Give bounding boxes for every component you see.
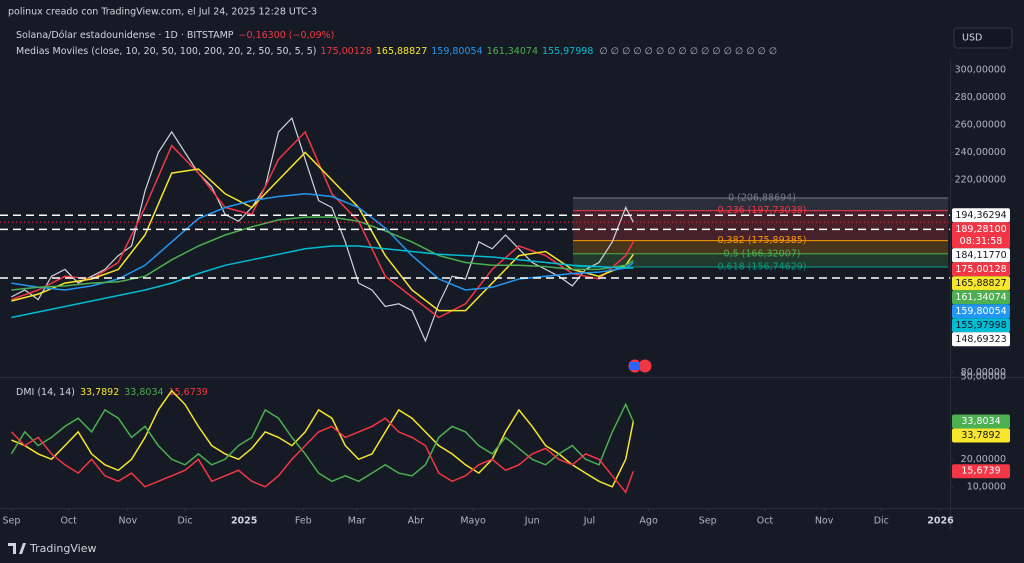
series-line (10, 417, 635, 494)
legend-value: 175,00128 (320, 46, 371, 57)
price-label-bg (952, 464, 1010, 479)
plot-area (10, 389, 635, 494)
fib-label: 0,236 (197,73038) (717, 205, 806, 216)
legend-value: Solana/Dólar estadounidense · 1D · BITST… (16, 30, 234, 41)
attribution: polinux creado con TradingView.com, el J… (8, 7, 317, 18)
currency[interactable]: USD (962, 33, 982, 44)
plot-area: 0 (206,88694)0,236 (197,73038) 0,382 (175… (0, 116, 950, 343)
price-label: 155,97998 (955, 320, 1006, 331)
x-tick-label: 2026 (927, 516, 954, 527)
legend-value: Medias Moviles (close, 10, 20, 50, 100, … (16, 46, 316, 57)
price-label: 189,28100 (955, 224, 1006, 235)
countdown: 08:31:58 (960, 236, 1003, 247)
fib-label: 0 (206,88694) (728, 193, 796, 204)
price-label: 165,88827 (955, 278, 1006, 289)
x-tick-label: Jun (524, 516, 540, 527)
series-line (11, 130, 634, 319)
series-line (11, 151, 634, 312)
series-line (11, 245, 634, 319)
price-label-bg (952, 208, 1010, 223)
series-line (11, 389, 635, 488)
y-tick-label: 300,00000 (955, 65, 1006, 76)
y-tick-label: 80,00000 (961, 367, 1006, 378)
x-tick-label: Abr (408, 516, 425, 527)
x-tick-label: Mar (348, 516, 366, 527)
legend-value: 33,8034 (124, 387, 163, 398)
y-tick-label: 50,00000 (961, 372, 1006, 383)
legend-value: DMI (14, 14) (16, 387, 75, 398)
price-label: 175,00128 (955, 264, 1006, 275)
x-tick-label: Mayo (460, 516, 486, 527)
series-line (10, 402, 634, 483)
price-label: 184,11770 (955, 250, 1006, 261)
price-label-bg (952, 414, 1010, 429)
fib-band (573, 198, 948, 211)
price-label: 15,6739 (961, 466, 1000, 477)
y-tick-label: 280,00000 (955, 92, 1006, 103)
brand: TradingView (29, 542, 96, 555)
x-tick-label: Nov (119, 516, 138, 527)
price-label-bg (952, 248, 1010, 263)
x-tick-label: Nov (815, 516, 834, 527)
ma-header: Medias Moviles (close, 10, 20, 50, 100, … (16, 46, 777, 57)
price-label: 159,80054 (955, 306, 1006, 317)
series-line (11, 116, 634, 343)
fib-band (573, 240, 948, 254)
series-line (11, 193, 634, 291)
price-label-bg (952, 262, 1010, 277)
y-tick-label: 240,00000 (955, 147, 1006, 158)
x-tick-label: Ago (639, 516, 658, 527)
x-tick-label: Oct (757, 516, 774, 527)
price-label-bg (952, 304, 1010, 319)
price-label-bg (952, 318, 1010, 333)
x-tick-label: Sep (2, 516, 20, 527)
flag-icon (627, 358, 653, 374)
fib-label: 0,382 (175,89385) (717, 235, 806, 246)
series-line (11, 216, 634, 291)
fib-label: 0,5 (166,32007) (724, 248, 801, 259)
legend-value: ∅ ∅ ∅ ∅ ∅ ∅ ∅ ∅ ∅ ∅ ∅ ∅ ∅ ∅ ∅ ∅ (599, 46, 777, 57)
y-tick-label: 10,0000 (967, 481, 1006, 492)
price-label-bg (952, 276, 1010, 291)
legend-value: 155,97998 (542, 46, 593, 57)
legend-value: 15,6739 (169, 387, 208, 398)
legend-value: 33,7892 (80, 387, 119, 398)
price-label: 33,7892 (961, 430, 1000, 441)
price-label: 33,8034 (961, 416, 1000, 427)
legend-value: −0,16300 (−0,09%) (239, 30, 335, 41)
x-tick-label: Feb (295, 516, 312, 527)
price-label-bg (952, 332, 1010, 347)
x-tick-label: Sep (699, 516, 717, 527)
x-tick-label: Jul (583, 516, 595, 527)
price-label: 194,36294 (955, 210, 1006, 221)
legend-value: 159,80054 (431, 46, 482, 57)
price-label-bg (952, 428, 1010, 443)
price-label-bg (952, 290, 1010, 305)
price-label: 161,34074 (955, 292, 1006, 303)
x-tick-label: 2025 (231, 516, 257, 527)
currency-button[interactable] (953, 27, 1013, 49)
symbol-header: Solana/Dólar estadounidense · 1D · BITST… (16, 30, 334, 41)
y-tick-label: 220,00000 (955, 175, 1006, 186)
y-tick-label: 260,00000 (955, 120, 1006, 131)
fib-band (573, 253, 948, 267)
price-label: 148,69323 (955, 334, 1006, 345)
brand-logo (8, 543, 26, 554)
x-tick-label: Oct (60, 516, 77, 527)
legend-value: 161,34074 (487, 46, 538, 57)
price-label-bg (952, 222, 1010, 249)
legend-value: 165,88827 (376, 46, 427, 57)
dmi-header: DMI (14, 14) 33,7892 33,8034 15,6739 (16, 387, 208, 398)
fib-label: 0,618 (156,74629) (717, 261, 806, 272)
y-tick-label: 20,00000 (961, 454, 1006, 465)
x-tick-label: Dic (177, 516, 192, 527)
x-tick-label: Dic (874, 516, 889, 527)
